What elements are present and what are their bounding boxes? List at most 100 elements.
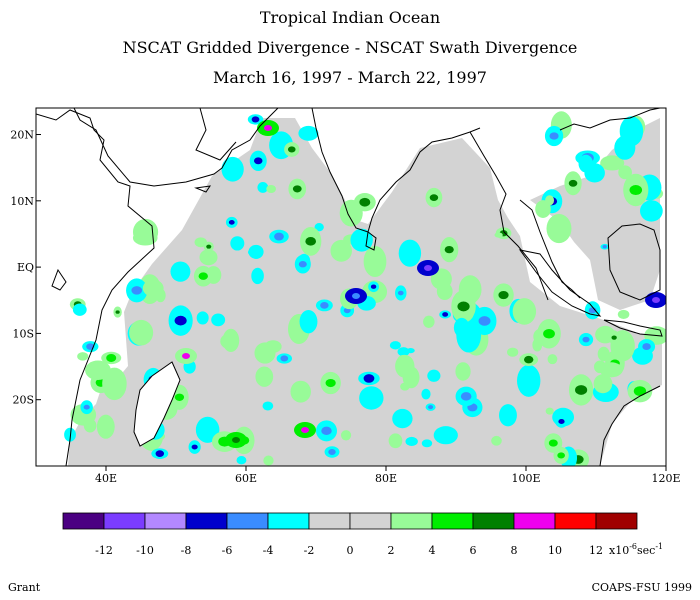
sumatra-coast bbox=[518, 249, 602, 317]
legend-swatch bbox=[185, 512, 228, 530]
lon-tick-label: 40E bbox=[95, 472, 117, 485]
legend-label: 10 bbox=[548, 544, 562, 557]
divergence-patch bbox=[494, 232, 503, 238]
divergence-patch-core bbox=[298, 261, 307, 268]
divergence-patch-core bbox=[611, 335, 617, 340]
arabia-coast bbox=[73, 108, 279, 187]
divergence-patch-core bbox=[370, 284, 377, 289]
divergence-patch bbox=[298, 125, 319, 141]
divergence-patch bbox=[406, 348, 415, 354]
divergence-center-core bbox=[301, 427, 309, 433]
divergence-patch bbox=[359, 386, 384, 410]
legend-label: -12 bbox=[95, 544, 113, 557]
divergence-patch bbox=[199, 249, 218, 266]
legend-unit: x10-6sec-1 bbox=[609, 542, 663, 557]
divergence-patch-core bbox=[320, 302, 329, 309]
divergence-patch bbox=[599, 362, 623, 378]
divergence-patch-core bbox=[206, 244, 212, 249]
legend-label: -10 bbox=[136, 544, 154, 557]
divergence-patch bbox=[262, 401, 274, 411]
divergence-patch bbox=[195, 416, 220, 443]
divergence-patch bbox=[257, 182, 269, 193]
divergence-patch bbox=[423, 315, 435, 328]
divergence-patch bbox=[499, 404, 517, 427]
persian-gulf-coast bbox=[195, 108, 237, 161]
divergence-patch bbox=[491, 435, 502, 446]
divergence-patch bbox=[72, 303, 87, 316]
divergence-patch bbox=[339, 199, 363, 227]
divergence-patch-core bbox=[363, 374, 375, 383]
divergence-patch-core bbox=[321, 426, 332, 436]
legend-swatch bbox=[554, 512, 597, 530]
divergence-patch bbox=[389, 341, 401, 350]
divergence-patch-core bbox=[633, 386, 647, 397]
divergence-patch bbox=[421, 388, 431, 400]
divergence-patch-core bbox=[602, 245, 607, 249]
divergence-patch bbox=[512, 298, 537, 325]
divergence-patch-core bbox=[115, 310, 120, 314]
divergence-patch bbox=[617, 309, 630, 320]
divergence-patch bbox=[619, 116, 644, 147]
legend-label: 6 bbox=[470, 544, 477, 557]
legend-unit-base: x10 bbox=[609, 544, 629, 557]
divergence-patch-core bbox=[460, 392, 472, 401]
divergence-patch bbox=[196, 311, 209, 325]
divergence-patch bbox=[340, 430, 352, 441]
divergence-patch bbox=[392, 408, 413, 429]
malaysia-coast bbox=[519, 199, 581, 299]
divergence-patch bbox=[436, 282, 453, 301]
legend-unit-suffix-exponent: -1 bbox=[655, 542, 663, 551]
divergence-patch bbox=[85, 360, 111, 381]
legend-label: -4 bbox=[263, 544, 274, 557]
divergence-patch bbox=[402, 366, 420, 389]
divergence-patch bbox=[211, 313, 226, 327]
divergence-patch bbox=[330, 239, 352, 262]
divergence-patch bbox=[405, 436, 418, 446]
map-plot-area bbox=[36, 108, 666, 466]
date-range: March 16, 1997 - March 22, 1997 bbox=[213, 68, 487, 87]
divergence-patch bbox=[639, 200, 663, 222]
legend-swatch bbox=[513, 512, 556, 530]
divergence-patches bbox=[64, 111, 666, 466]
divergence-patch-core bbox=[457, 301, 470, 312]
divergence-patch-core bbox=[287, 146, 296, 153]
divergence-patch bbox=[77, 352, 89, 361]
legend-swatch bbox=[226, 512, 269, 530]
divergence-patch-core bbox=[524, 355, 534, 364]
divergence-patch-core bbox=[478, 316, 491, 326]
divergence-patch bbox=[433, 426, 458, 445]
lat-tick-label: EQ bbox=[17, 261, 34, 274]
divergence-patch-core bbox=[442, 312, 449, 317]
legend-unit-exponent: -6 bbox=[629, 542, 637, 551]
australia-coast bbox=[599, 385, 661, 466]
divergence-patch bbox=[546, 214, 572, 244]
divergence-patch-core bbox=[549, 132, 559, 140]
divergence-patch-core bbox=[253, 157, 263, 165]
legend-unit-suffix: sec bbox=[637, 544, 655, 557]
legend-swatch bbox=[267, 512, 310, 530]
legend-label: -6 bbox=[222, 544, 233, 557]
divergence-patch-core bbox=[444, 245, 454, 254]
legend-swatch bbox=[595, 512, 638, 530]
map-axes: 40E 60E 80E 100E 120E 20N 10N EQ 10S 20S bbox=[10, 129, 680, 485]
lat-tick-label: 20S bbox=[12, 394, 34, 407]
divergence-patch bbox=[290, 380, 311, 403]
divergence-patch-core bbox=[251, 116, 260, 123]
divergence-patch bbox=[230, 236, 245, 251]
borneo-coast bbox=[607, 223, 661, 301]
madagascar-land bbox=[133, 361, 181, 447]
divergence-patch bbox=[363, 245, 387, 278]
map-title: Tropical Indian Ocean bbox=[259, 8, 441, 27]
divergence-patch bbox=[220, 333, 239, 350]
socotra-coast bbox=[194, 185, 212, 193]
divergence-patch bbox=[263, 455, 274, 466]
divergence-patch-core bbox=[498, 290, 509, 300]
legend-swatch bbox=[308, 512, 351, 530]
divergence-patch bbox=[251, 267, 264, 285]
divergence-patch-core bbox=[198, 272, 208, 280]
divergence-patch bbox=[132, 230, 158, 246]
divergence-patch-core bbox=[292, 185, 302, 193]
divergence-patch bbox=[221, 156, 244, 182]
bay-east-coast bbox=[469, 131, 549, 301]
legend-swatch bbox=[390, 512, 433, 530]
